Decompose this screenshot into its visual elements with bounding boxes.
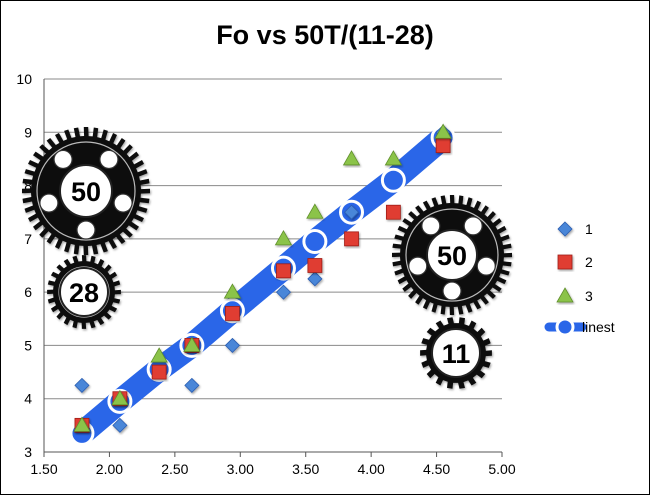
series-3	[73, 123, 452, 432]
data-point-triangle	[274, 230, 293, 246]
x-tick-label: 4.50	[423, 461, 450, 477]
y-tick-label: 3	[24, 444, 32, 460]
gear-11-icon: 11	[420, 317, 492, 389]
x-tick-label: 5.00	[488, 461, 515, 477]
gear-50-left-icon: 50	[22, 127, 150, 255]
data-point-diamond	[112, 417, 128, 433]
legend-item: 2	[557, 254, 593, 270]
data-point-square	[225, 306, 240, 321]
x-tick-label: 3.00	[227, 461, 254, 477]
gear-50-right-icon: 50	[392, 195, 512, 315]
data-point-triangle	[111, 389, 129, 406]
gear-28-icon: 28	[47, 255, 121, 329]
data-point-square	[276, 263, 291, 279]
legend: 1 2 3 linest	[544, 221, 615, 337]
y-tick-label: 5	[24, 337, 32, 353]
gear-label: 50	[437, 241, 467, 271]
data-point-triangle	[73, 416, 91, 432]
x-tick-label: 4.00	[358, 461, 385, 477]
x-tick-labels: 1.50 2.00 2.50 3.00 3.50 4.00 4.50 5.00	[30, 461, 515, 477]
data-point-diamond	[307, 271, 323, 287]
legend-label: linest	[582, 319, 615, 335]
x-tick-label: 2.00	[96, 461, 123, 477]
legend-item: linest	[544, 317, 615, 337]
linest-point	[302, 229, 328, 255]
data-series	[69, 123, 456, 446]
legend-marker	[557, 221, 573, 237]
data-point-diamond	[343, 204, 360, 220]
data-point-diamond	[184, 377, 200, 393]
legend-marker	[557, 254, 573, 270]
gear-label: 11	[442, 339, 471, 369]
data-point-diamond	[224, 337, 240, 353]
linest-point	[380, 167, 406, 193]
legend-marker	[556, 287, 574, 303]
data-point-triangle	[342, 150, 361, 166]
data-point-triangle	[183, 336, 201, 352]
data-point-triangle	[306, 203, 324, 219]
x-tick-label: 2.50	[161, 461, 188, 477]
legend-label: 3	[585, 288, 593, 304]
legend-item: 3	[556, 287, 593, 304]
data-point-diamond	[74, 377, 90, 393]
legend-label: 1	[585, 221, 593, 237]
gear-label: 50	[71, 177, 101, 207]
y-tick-label: 10	[16, 71, 32, 87]
legend-item: 1	[557, 221, 593, 237]
data-point-diamond	[275, 284, 292, 300]
data-point-triangle	[434, 123, 452, 139]
data-point-triangle	[223, 283, 242, 299]
y-tick-label: 9	[24, 124, 32, 140]
linest-line	[69, 125, 456, 446]
data-point-square	[307, 258, 323, 273]
gear-label: 28	[69, 278, 99, 308]
x-tick-label: 3.50	[292, 461, 319, 477]
y-tick-labels: 3 4 5 6 7 8 9 10	[16, 71, 32, 460]
axes	[43, 79, 503, 457]
data-point-square	[385, 204, 401, 220]
y-tick-label: 7	[24, 231, 32, 247]
legend-label: 2	[585, 254, 593, 270]
data-point-triangle	[150, 347, 168, 363]
data-point-square	[435, 138, 451, 154]
y-tick-label: 8	[24, 178, 32, 194]
gear-illustrations: 50 28 50 11	[22, 127, 512, 389]
data-point-triangle	[384, 150, 403, 166]
x-tick-label: 1.50	[30, 461, 57, 477]
data-point-square	[151, 364, 167, 380]
chart-title: Fo vs 50T/(11-28)	[216, 20, 434, 50]
legend-marker	[555, 317, 575, 337]
y-tick-label: 6	[24, 284, 32, 300]
y-tick-label: 4	[24, 391, 32, 407]
series-1	[74, 124, 451, 433]
data-point-square	[344, 231, 359, 247]
